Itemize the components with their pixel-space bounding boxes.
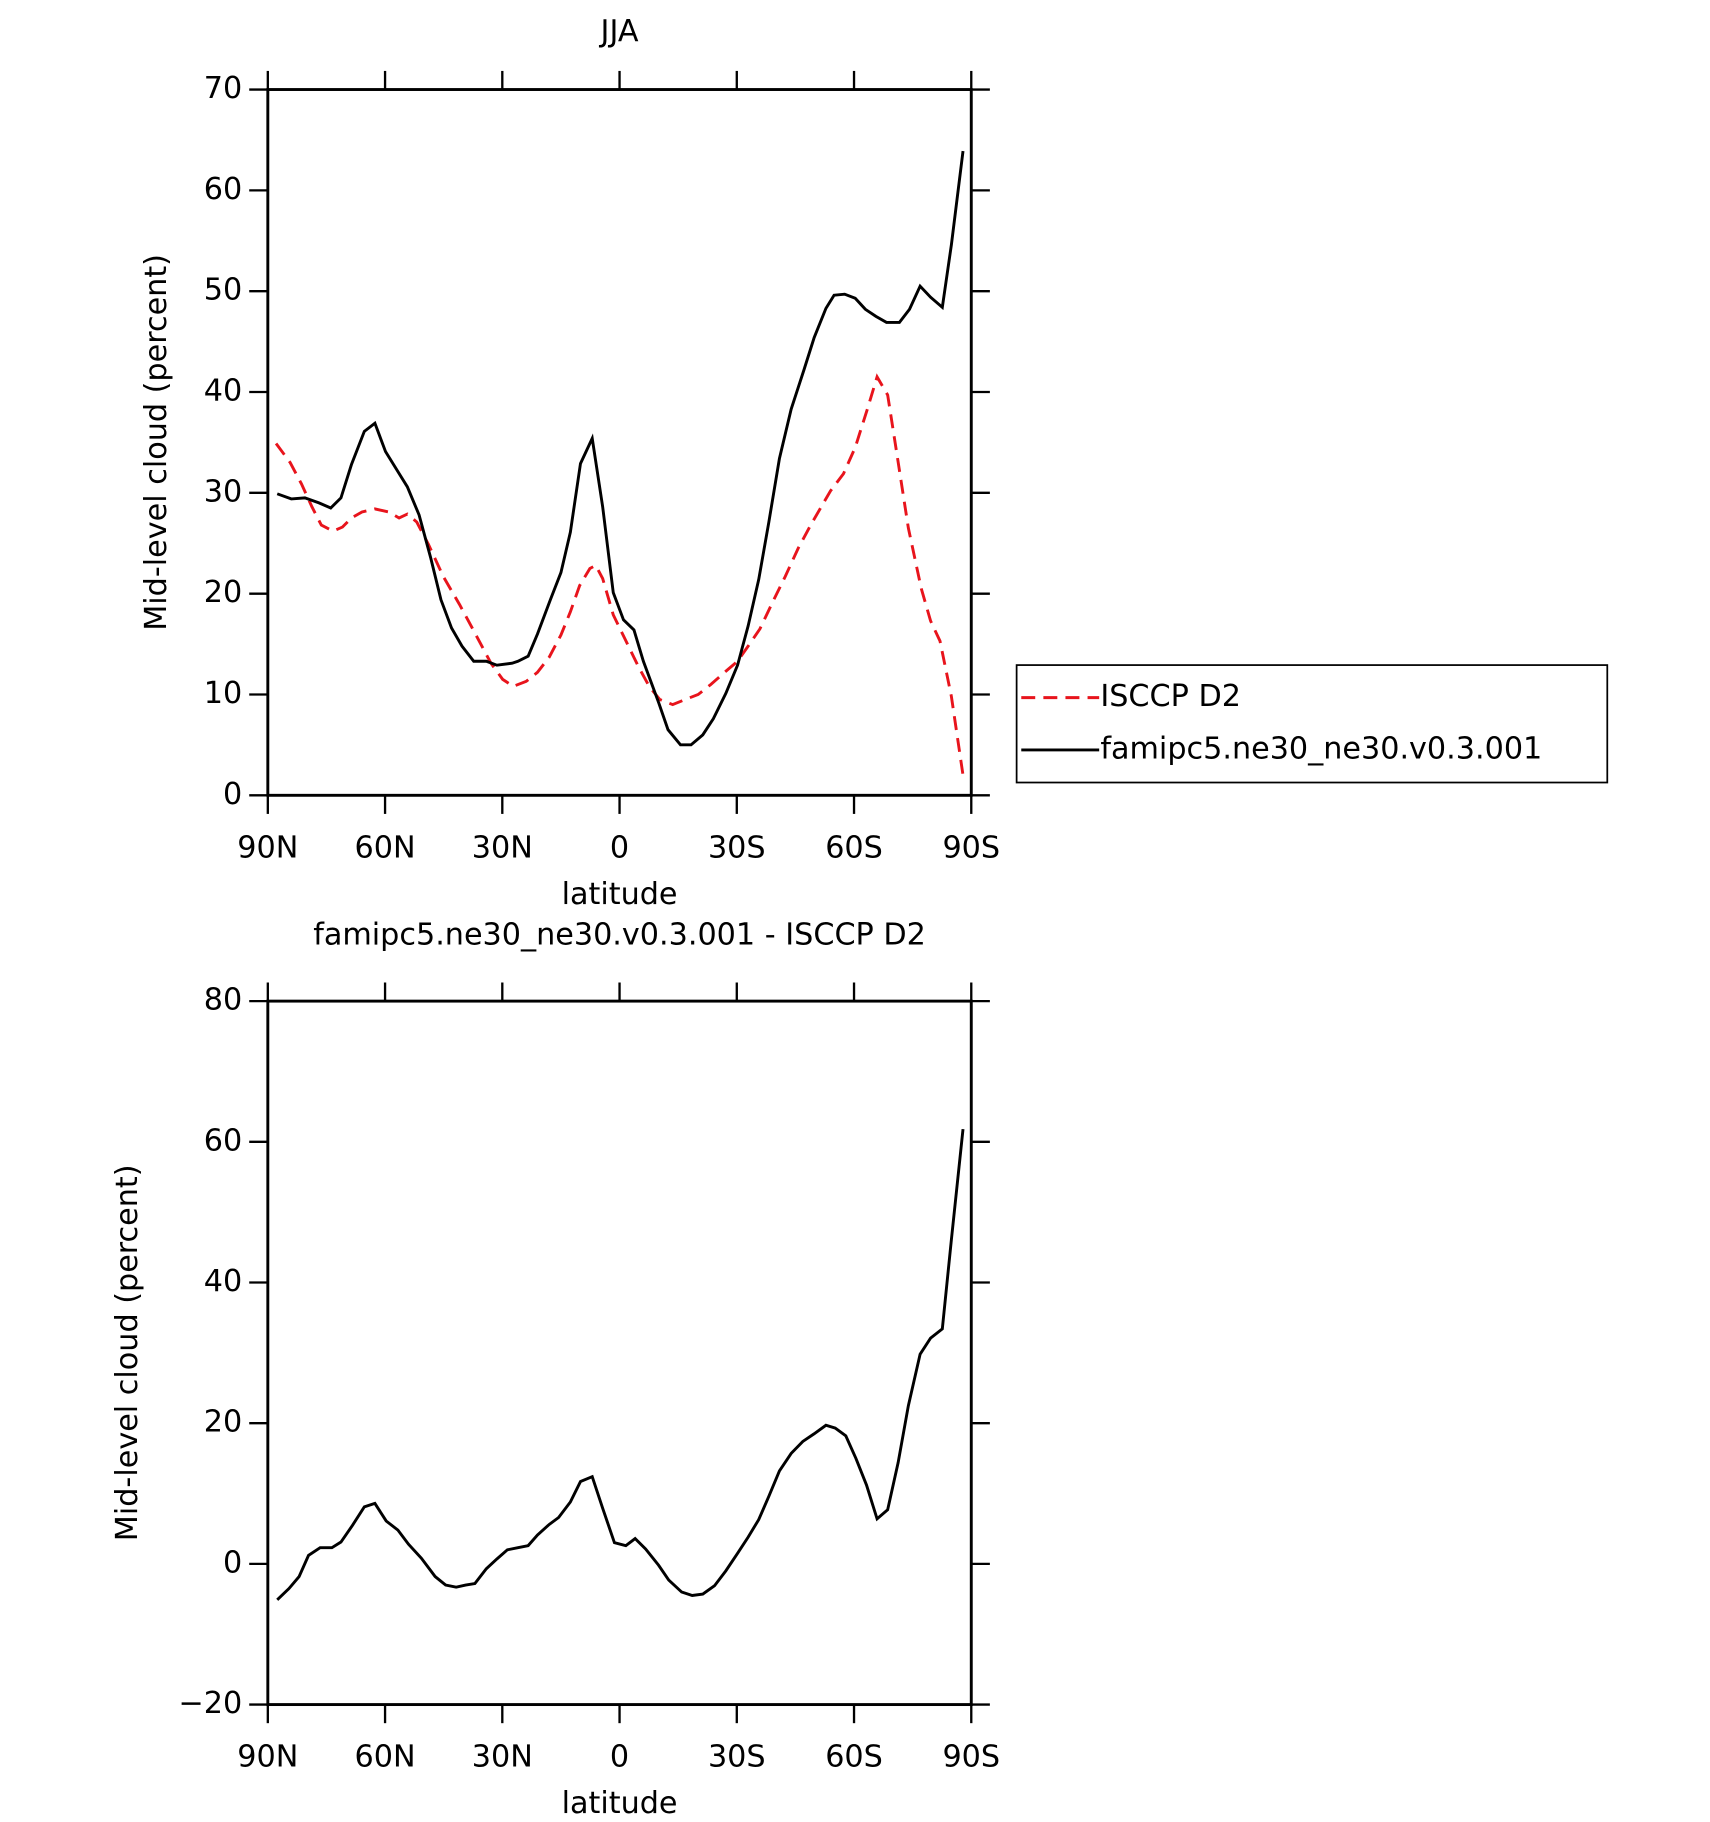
x-axis-label: latitude <box>562 877 678 912</box>
y-tick-label: 10 <box>204 676 242 711</box>
data-line <box>276 1128 965 1601</box>
y-tick-label: 50 <box>204 273 242 308</box>
x-tick-label: 90N <box>237 1740 298 1775</box>
y-tick-label: 40 <box>204 1264 242 1299</box>
plot-frame <box>266 999 973 1707</box>
y-tick-label: 20 <box>204 575 242 610</box>
y-tick-label: 70 <box>204 71 242 106</box>
x-tick-label: 60S <box>825 1740 883 1775</box>
x-tick-label: 30N <box>472 830 533 865</box>
y-tick-label: 40 <box>204 374 242 409</box>
x-tick-label: 30N <box>472 1740 533 1775</box>
chart-title: JJA <box>599 14 639 49</box>
plot: famipc5.ne30_ne30.v0.3.001 - ISCCP D2 −20… <box>110 917 1000 1821</box>
y-tick-label: 0 <box>223 1545 242 1580</box>
x-tick-label: 30S <box>708 830 766 865</box>
x-tick-label: 60N <box>355 830 416 865</box>
x-tick-label: 90S <box>942 1740 1000 1775</box>
x-axis-label: latitude <box>562 1786 678 1821</box>
y-axis-label: Mid-level cloud (percent) <box>110 1164 145 1541</box>
y-tick-label: 30 <box>204 474 242 509</box>
x-tick-label: 60S <box>825 830 883 865</box>
x-tick-label: 90N <box>237 830 298 865</box>
plot: JJA 0 10 20 30 40 50 60 70 90N 60N 30N 0 30S 60S 90S lat… <box>139 14 1609 912</box>
chart-title: famipc5.ne30_ne30.v0.3.001 - ISCCP D2 <box>313 917 926 952</box>
x-tick-label: 90S <box>942 830 1000 865</box>
legend-label: ISCCP D2 <box>1100 679 1241 714</box>
legend-box <box>1015 664 1609 784</box>
x-tick-label: 30S <box>708 1740 766 1775</box>
legend: ISCCP D2 famipc5.ne30_ne30.v0.3.001 <box>1015 664 1609 784</box>
x-tick-label: 60N <box>355 1740 416 1775</box>
x-tick-label: 0 <box>610 830 629 865</box>
data-line <box>274 373 965 776</box>
legend-label: famipc5.ne30_ne30.v0.3.001 <box>1100 731 1542 766</box>
y-tick-label: 60 <box>204 1123 242 1158</box>
y-tick-label: 80 <box>204 983 242 1018</box>
data-line <box>276 150 965 747</box>
plot-frame <box>266 88 973 797</box>
y-tick-label: −20 <box>178 1686 242 1721</box>
y-tick-label: 0 <box>223 777 242 812</box>
y-tick-label: 20 <box>204 1405 242 1440</box>
y-tick-label: 60 <box>204 172 242 207</box>
y-axis-label: Mid-level cloud (percent) <box>139 254 174 631</box>
x-tick-label: 0 <box>610 1740 629 1775</box>
